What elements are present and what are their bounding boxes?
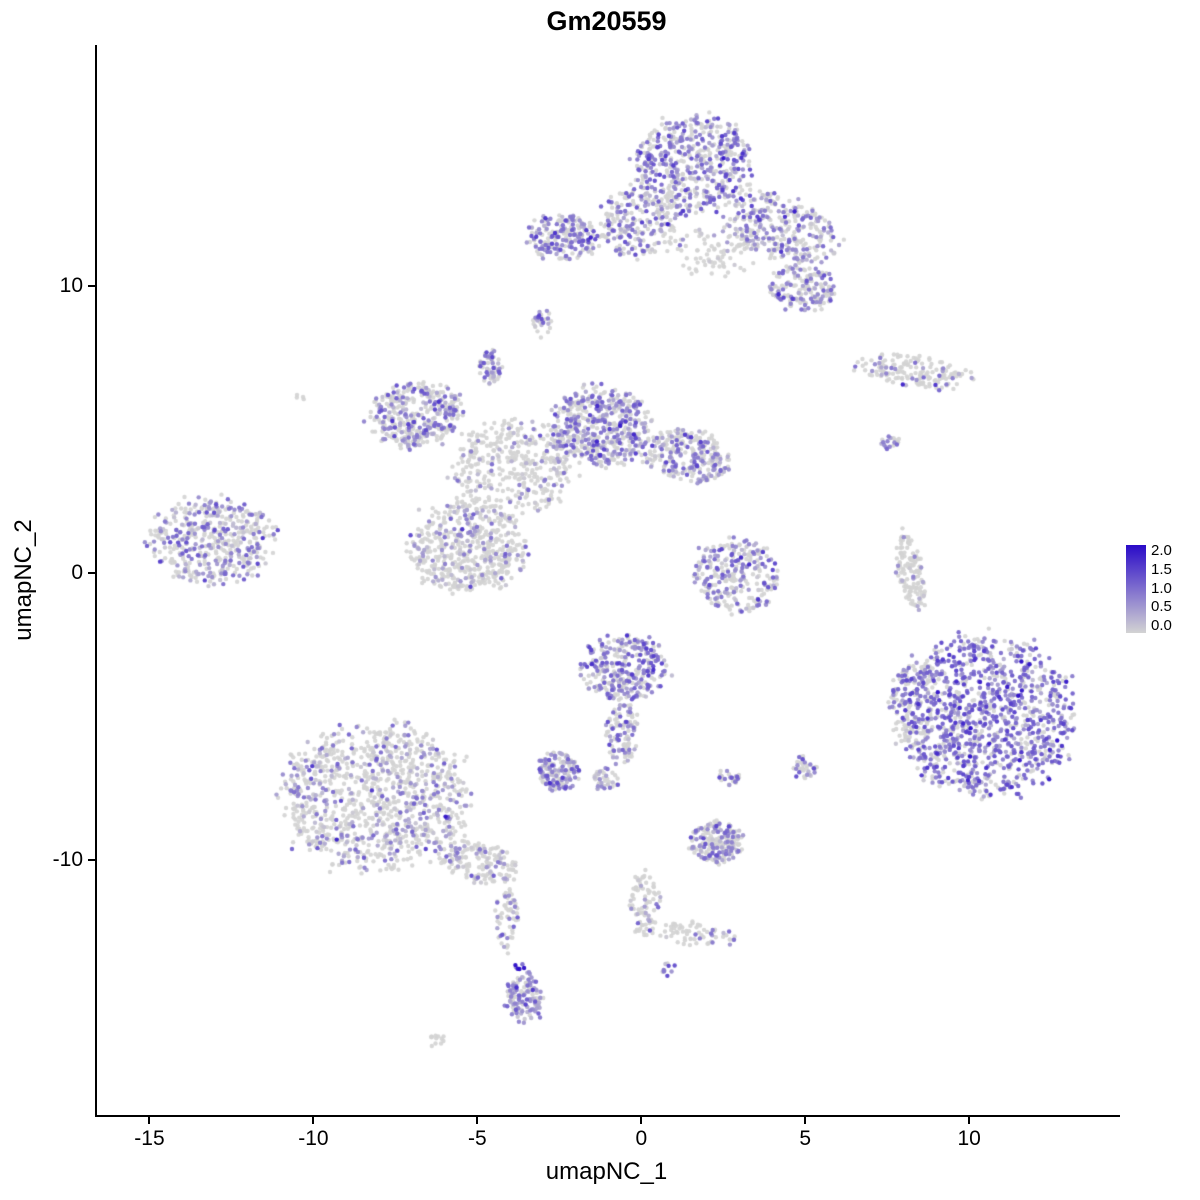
x-tick-mark (968, 1117, 971, 1124)
x-tick-label: -15 (134, 1127, 165, 1150)
expression-legend: 2.0 1.5 1.0 0.5 0.0 (1126, 542, 1172, 634)
legend-tick-label: 1.0 (1151, 579, 1172, 597)
y-tick-mark (88, 858, 95, 861)
y-tick-label: -10 (52, 847, 83, 871)
x-tick-mark (148, 1117, 151, 1124)
x-tick-label: 5 (799, 1127, 812, 1150)
y-tick-mark (88, 284, 95, 287)
x-tick-label: -5 (468, 1127, 487, 1150)
legend-gradient-bar (1126, 545, 1146, 633)
plot-canvas (97, 45, 1120, 1115)
y-tick-mark (88, 571, 95, 574)
legend-tick-label: 0.5 (1151, 598, 1172, 616)
legend-tick-label: 0.0 (1151, 617, 1172, 634)
x-tick-mark (476, 1117, 479, 1124)
y-axis-label: umapNC_2 (10, 519, 37, 641)
x-axis-label: umapNC_1 (545, 1158, 668, 1185)
x-tick-mark (312, 1117, 315, 1124)
x-tick-mark (804, 1117, 807, 1124)
legend-tick-label: 2.0 (1151, 542, 1172, 559)
x-tick-label: 10 (957, 1127, 981, 1150)
y-tick-label: 10 (59, 273, 83, 297)
x-tick-label: -10 (298, 1127, 329, 1150)
x-tick-label: 0 (635, 1127, 648, 1150)
legend-tick-label: 1.5 (1151, 560, 1172, 578)
legend-labels: 2.0 1.5 1.0 0.5 0.0 (1151, 542, 1172, 634)
plot-area: -15 -10 -5 0 5 10 -10 0 10 (53, 45, 1120, 1150)
chart-title: Gm20559 (546, 6, 667, 36)
x-tick-mark (640, 1117, 643, 1124)
y-tick-label: 0 (71, 560, 83, 584)
